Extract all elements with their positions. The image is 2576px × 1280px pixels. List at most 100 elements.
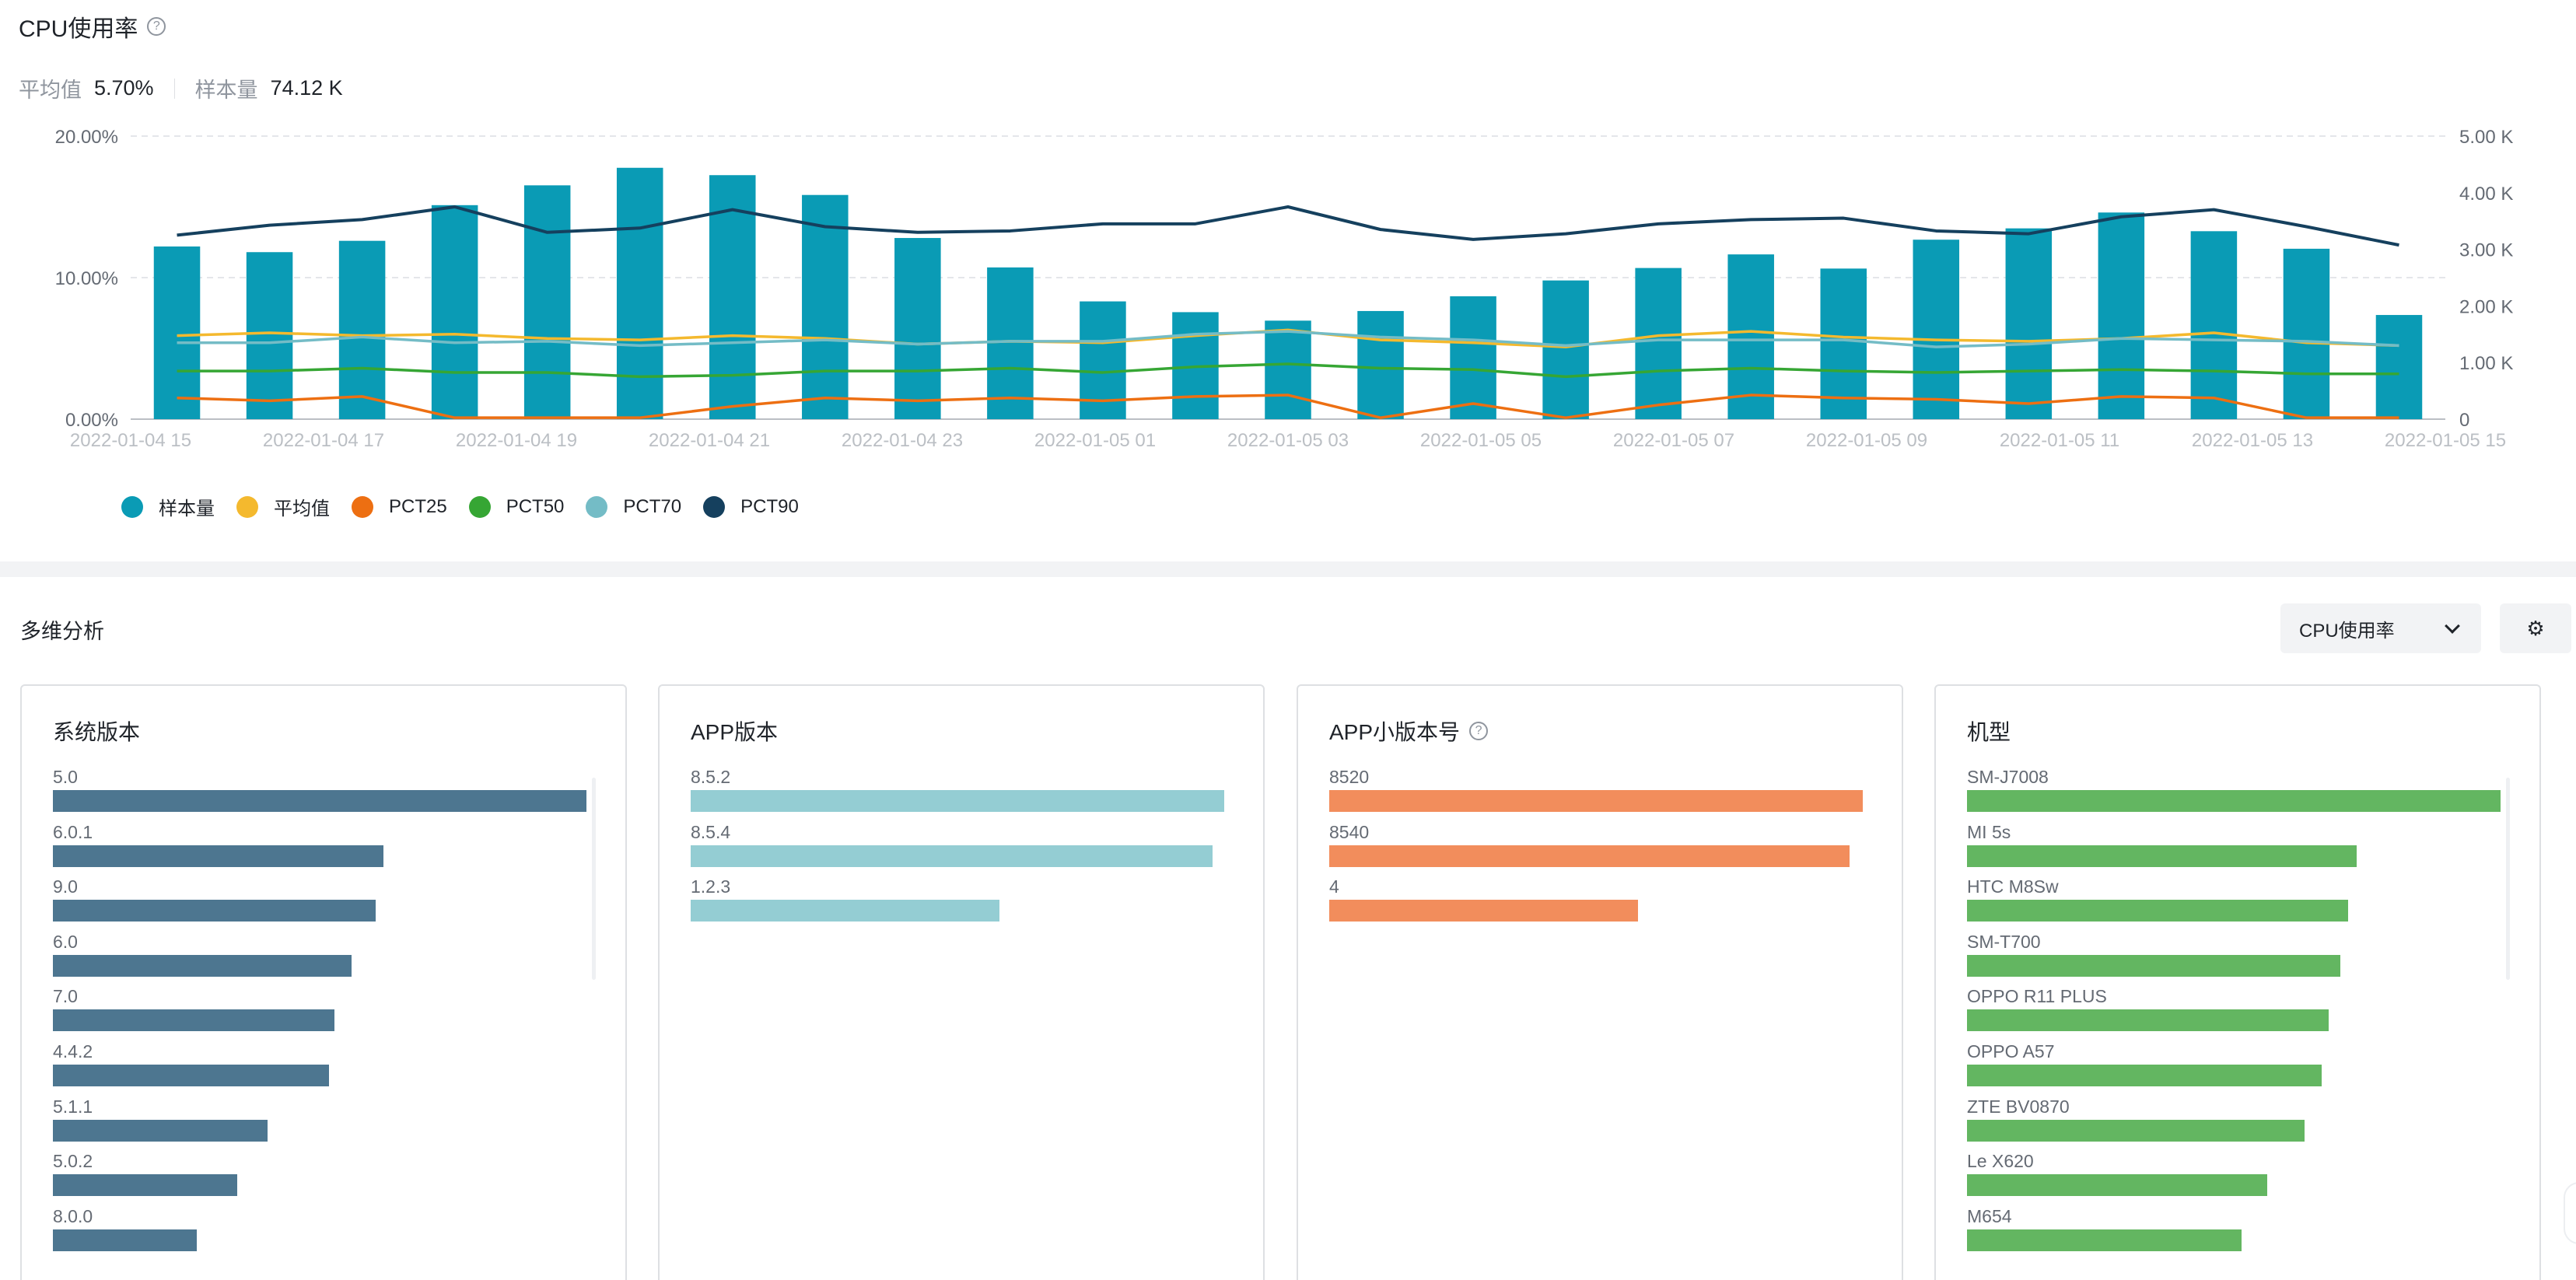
legend-dot	[703, 495, 726, 518]
list-item[interactable]: 5.0	[53, 767, 597, 822]
list-item-bar	[1329, 845, 1850, 867]
series-line-PCT70	[177, 330, 2399, 348]
list-item-bar	[53, 1174, 237, 1197]
list-item-label: M654	[1967, 1205, 2012, 1226]
bar-sample	[2190, 231, 2238, 419]
list-item-bar	[1967, 845, 2357, 867]
list-item-label: 6.0.1	[53, 821, 93, 842]
bar-sample	[894, 238, 941, 419]
bar-list: 5.0 6.0.1 9.0 6.0 7.0 4.4.2 5.1.1 5.0.2 8.0.0	[53, 767, 597, 1261]
bar-list: SM-J7008 MI 5s HTC M8Sw SM-T700 OPPO R11 PLU…	[1967, 767, 2511, 1261]
list-item[interactable]: 4.4.2	[53, 1041, 597, 1096]
list-item[interactable]: 6.0.1	[53, 822, 597, 877]
bar-sample	[709, 175, 756, 419]
card-title-text: APP小版本号	[1329, 720, 1461, 744]
help-icon[interactable]: ?	[147, 17, 166, 36]
list-item-bar	[53, 1009, 334, 1032]
list-item[interactable]: SM-J7008	[1967, 767, 2511, 822]
bar-sample	[2283, 248, 2330, 419]
list-item[interactable]: M654	[1967, 1206, 2511, 1261]
help-icon[interactable]: ?	[1469, 722, 1489, 740]
list-item-bar	[1967, 954, 2341, 977]
list-item[interactable]: MI 5s	[1967, 822, 2511, 877]
cpu-usage-panel: CPU使用率 ? 平均值 5.70% 样本量 74.12 K 20.00% 10.…	[0, 0, 2576, 561]
legend-item[interactable]: PCT25	[352, 495, 447, 518]
list-item[interactable]: 4	[1329, 876, 1874, 932]
legend-dot	[121, 495, 143, 518]
x-tick-label: 2022-01-05 13	[2192, 430, 2313, 451]
list-item[interactable]: 5.1.1	[53, 1096, 597, 1152]
list-item-bar	[53, 845, 384, 867]
cpu-usage-chart[interactable]: 20.00% 10.00% 0.00% 5.00 K 4.00 K 3.00 K 2.00 …	[0, 0, 2576, 467]
list-item-label: 4	[1329, 876, 1339, 897]
list-item[interactable]: ZTE BV0870	[1967, 1096, 2511, 1152]
legend-item[interactable]: PCT70	[586, 495, 681, 518]
list-item[interactable]: 5.0.2	[53, 1151, 597, 1206]
list-item-label: Le X620	[1967, 1151, 2034, 1172]
list-item-label: MI 5s	[1967, 821, 2011, 842]
avg-value: 5.70%	[94, 76, 154, 100]
list-item-label: HTC M8Sw	[1967, 876, 2059, 897]
list-item[interactable]: 8.5.2	[691, 767, 1235, 822]
bar-list: 8520 8540 4	[1329, 767, 1874, 932]
list-item[interactable]: OPPO R11 PLUS	[1967, 986, 2511, 1041]
list-item[interactable]: 8520	[1329, 767, 1874, 822]
list-item-label: ZTE BV0870	[1967, 1096, 2070, 1117]
list-item-label: 8.0.0	[53, 1205, 93, 1226]
x-tick-label: 2022-01-05 07	[1613, 430, 1734, 451]
bar-sample	[1357, 310, 1404, 419]
list-item-label: 5.0.2	[53, 1151, 93, 1172]
metric-select[interactable]: CPU使用率	[2280, 603, 2481, 653]
series-line-PCT50	[177, 362, 2399, 379]
settings-button[interactable]: ⚙	[2500, 603, 2571, 653]
y-right-tick-label: 3.00 K	[2459, 240, 2513, 261]
bar-sample	[1727, 254, 1774, 419]
sample-value: 74.12 K	[270, 76, 343, 100]
legend-label: PCT25	[389, 495, 447, 517]
legend-item[interactable]: 样本量	[121, 493, 215, 520]
scrollbar[interactable]	[2506, 778, 2510, 980]
list-item[interactable]: HTC M8Sw	[1967, 876, 2511, 932]
stat-divider	[173, 78, 175, 99]
legend-item[interactable]: PCT50	[468, 495, 564, 518]
bar-list: 8.5.2 8.5.4 1.2.3	[691, 767, 1235, 932]
y-left-tick-label: 20.00%	[55, 127, 118, 148]
page-title: CPU使用率 ?	[19, 9, 166, 44]
bar-sample	[2375, 315, 2423, 419]
list-item[interactable]: OPPO A57	[1967, 1041, 2511, 1096]
y-right-tick-label: 0	[2459, 410, 2469, 431]
legend-dot	[468, 495, 491, 518]
side-handle[interactable]	[2564, 1182, 2576, 1244]
list-item[interactable]: 1.2.3	[691, 876, 1235, 932]
list-item-label: 5.0	[53, 767, 78, 787]
x-tick-label: 2022-01-05 11	[2000, 430, 2119, 451]
list-item[interactable]: 6.0	[53, 932, 597, 987]
bar-sample	[1635, 268, 1682, 419]
list-item[interactable]: SM-T700	[1967, 932, 2511, 987]
list-item-bar	[1967, 1174, 2267, 1197]
x-tick-label: 2022-01-05 03	[1227, 430, 1349, 451]
legend-item[interactable]: 平均值	[236, 493, 330, 520]
summary-stats: 平均值 5.70% 样本量 74.12 K	[19, 73, 363, 103]
list-item[interactable]: 8540	[1329, 822, 1874, 877]
list-item[interactable]: 7.0	[53, 986, 597, 1041]
list-item[interactable]: 9.0	[53, 876, 597, 932]
bar-sample	[246, 252, 293, 419]
list-item[interactable]: Le X620	[1967, 1151, 2511, 1206]
x-tick-label: 2022-01-04 23	[842, 430, 963, 451]
list-item-bar	[53, 1229, 198, 1251]
legend-item[interactable]: PCT90	[703, 495, 799, 518]
avg-label: 平均值	[19, 79, 82, 102]
y-right-tick-label: 1.00 K	[2459, 353, 2513, 374]
scrollbar[interactable]	[592, 778, 596, 980]
list-item-label: 6.0	[53, 931, 78, 952]
list-item[interactable]: 8.0.0	[53, 1206, 597, 1261]
list-item-bar	[1329, 900, 1638, 922]
y-left-tick-label: 10.00%	[55, 268, 118, 289]
list-item[interactable]: 8.5.4	[691, 822, 1235, 877]
list-item-label: 8.5.2	[691, 767, 731, 787]
x-tick-label: 2022-01-05 01	[1034, 430, 1156, 451]
legend-label: 平均值	[274, 498, 330, 519]
list-item-bar	[53, 1064, 329, 1086]
gear-icon: ⚙	[2526, 616, 2545, 640]
